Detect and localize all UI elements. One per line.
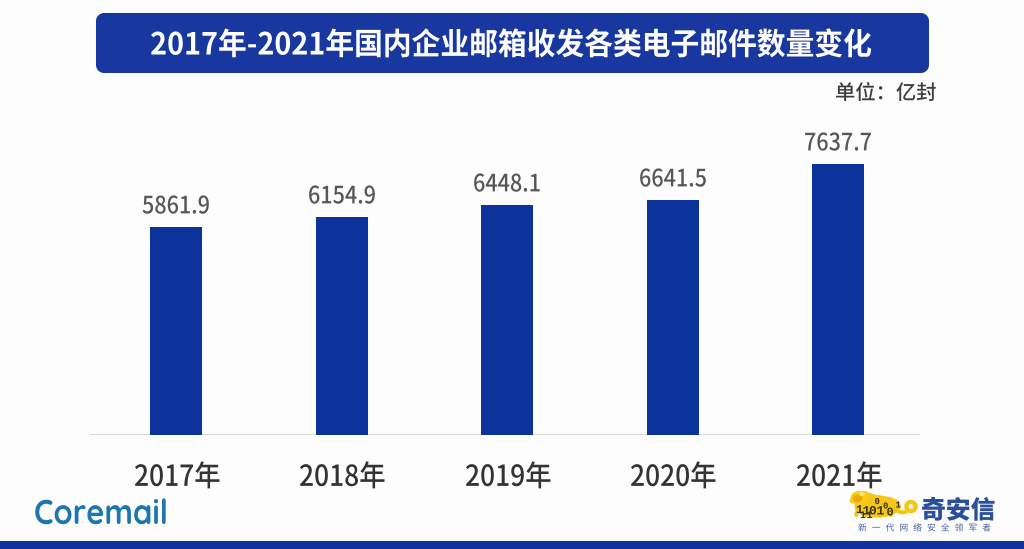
svg-text:0: 0 [883,502,888,512]
svg-text:0: 0 [869,504,877,519]
svg-text:0: 0 [887,506,894,520]
svg-text:1: 1 [867,511,873,521]
svg-text:1: 1 [856,503,863,517]
svg-text:1: 1 [863,504,871,519]
svg-text:1: 1 [877,504,885,519]
svg-text:0: 0 [875,497,880,507]
svg-text:1: 1 [860,511,866,521]
svg-text:1: 1 [896,501,902,511]
